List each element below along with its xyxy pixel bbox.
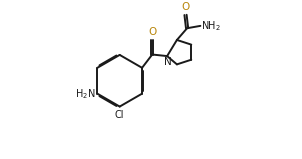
Text: O: O (182, 2, 190, 12)
Text: O: O (148, 27, 156, 37)
Text: NH$_2$: NH$_2$ (201, 19, 221, 33)
Text: Cl: Cl (115, 111, 124, 121)
Text: N: N (164, 57, 172, 67)
Text: H$_2$N: H$_2$N (75, 87, 95, 100)
